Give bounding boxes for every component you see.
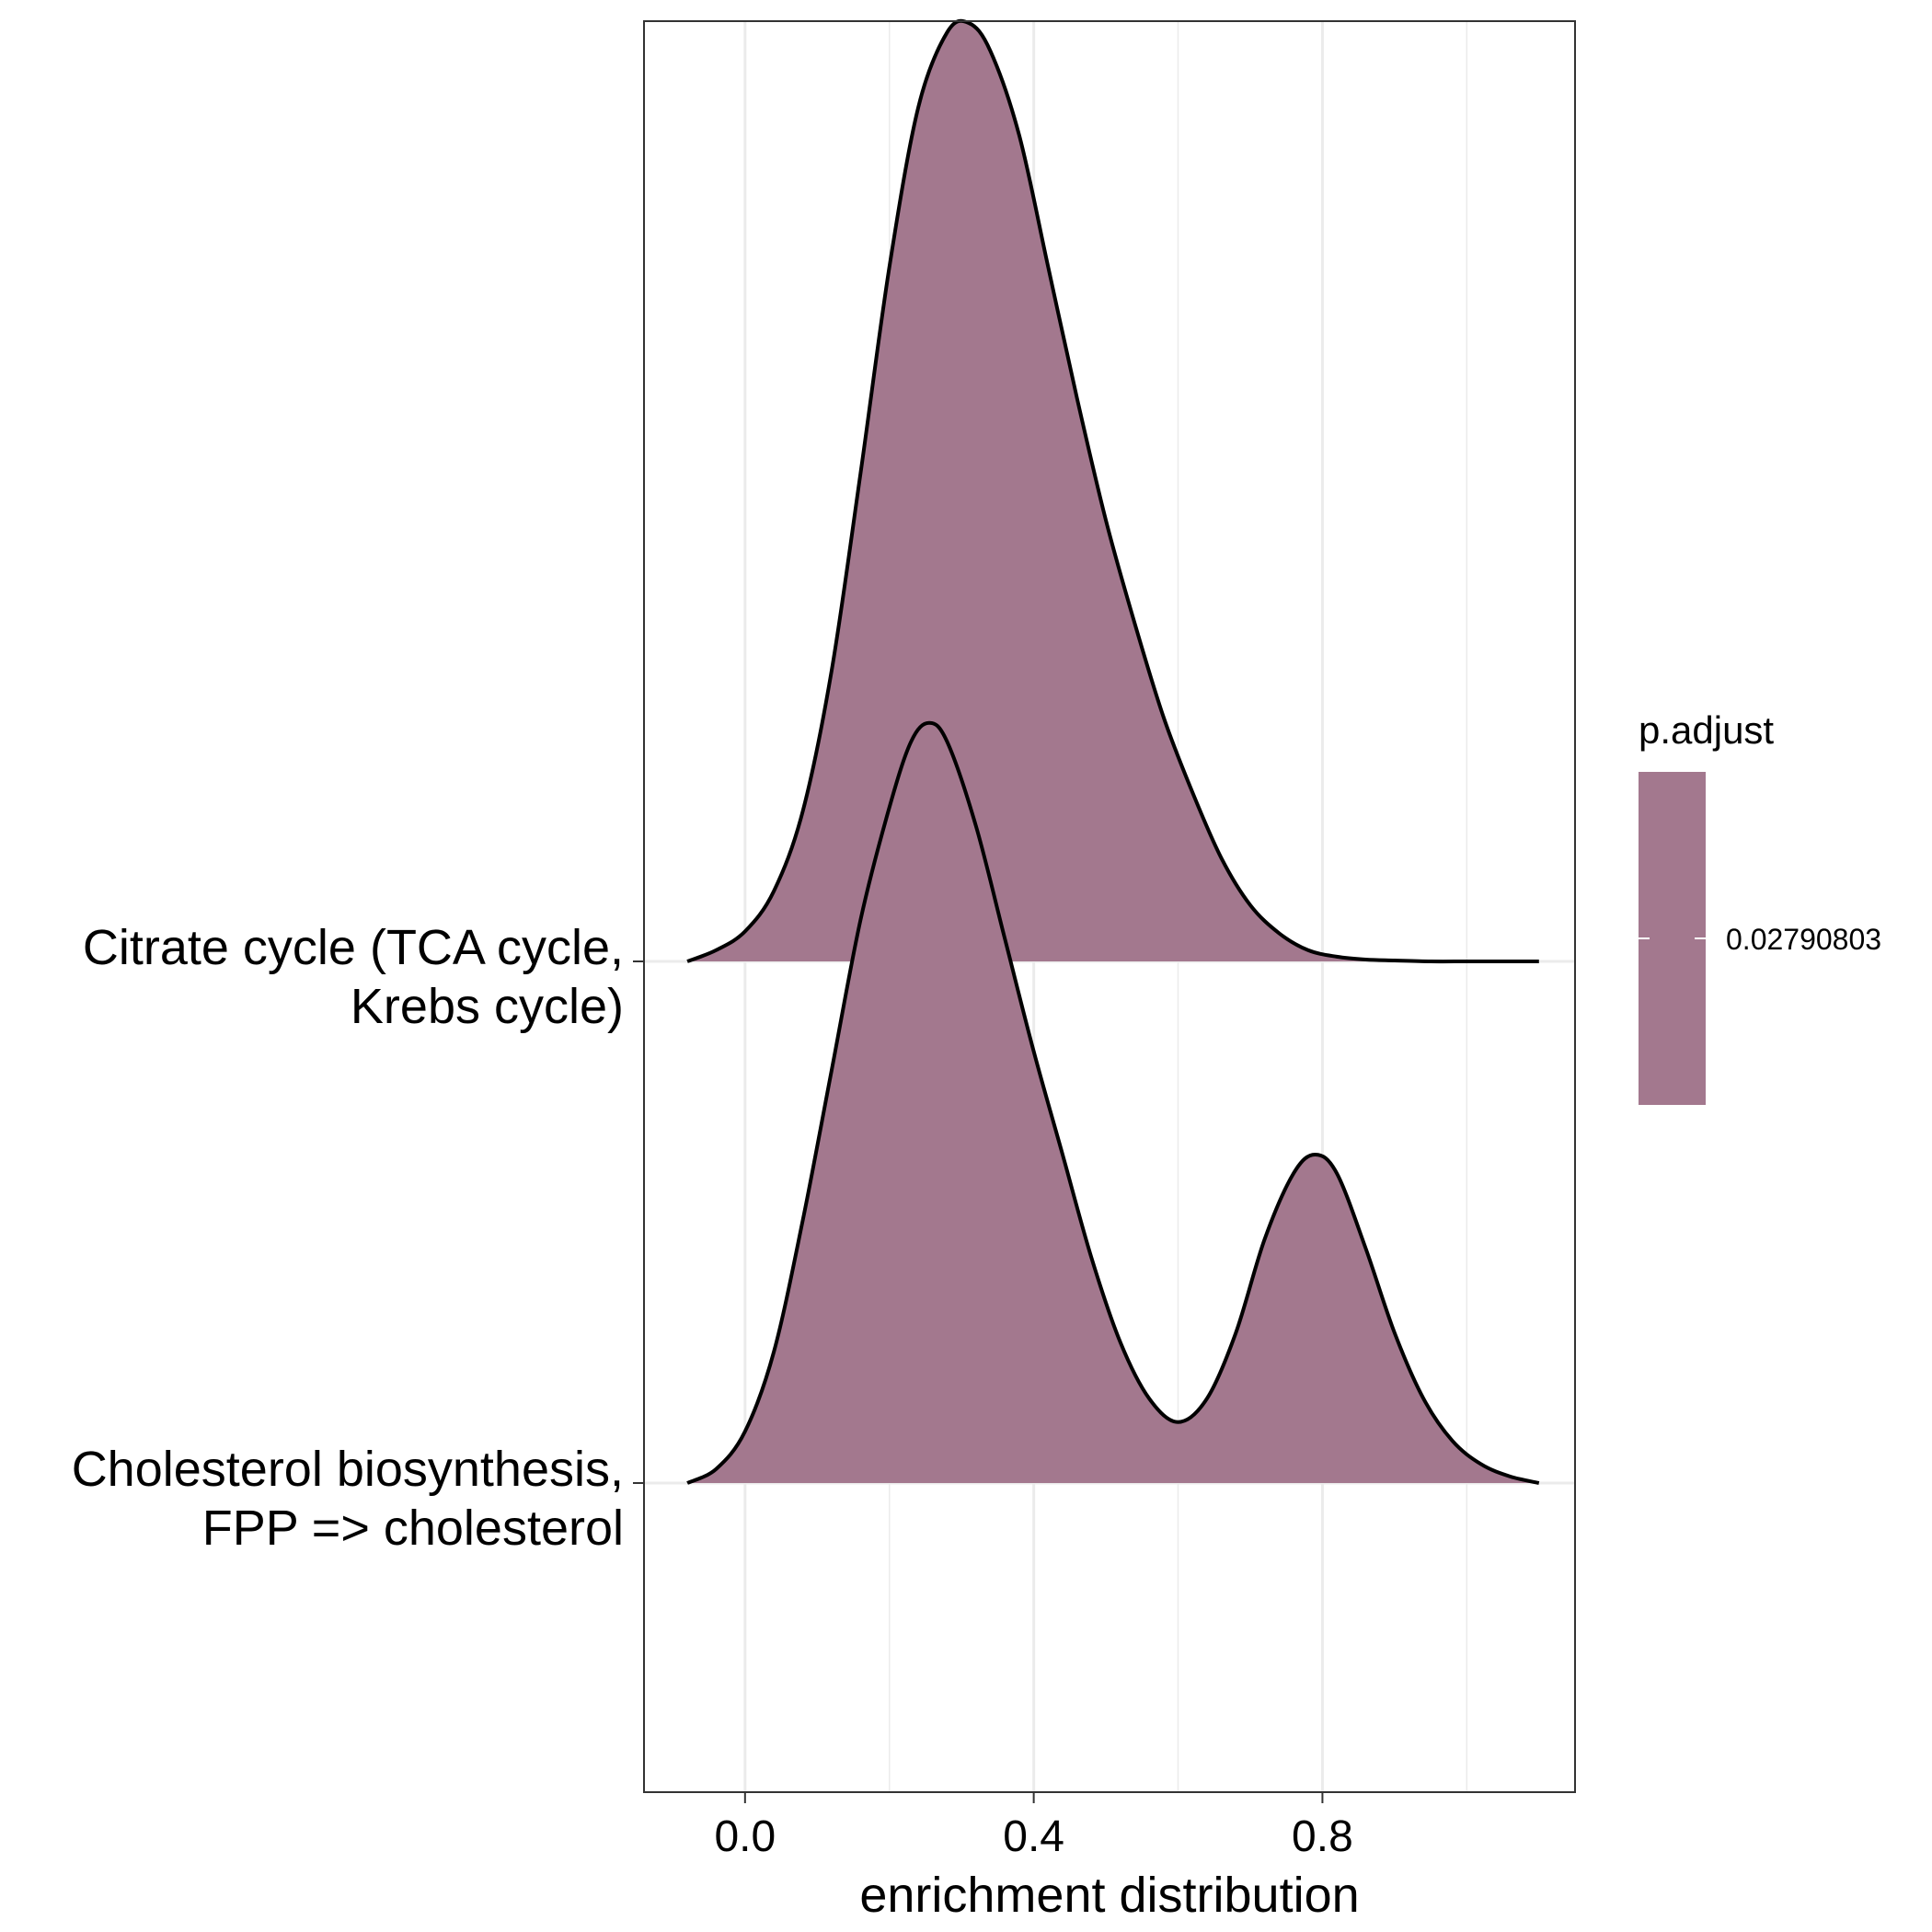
- legend: p.adjust 0.02790803: [1639, 708, 1881, 1105]
- ridges: [686, 18, 1540, 1485]
- x-tick-label: 0.0: [714, 1812, 776, 1861]
- ridge-fill-1: [687, 20, 1539, 962]
- x-axis-title: enrichment distribution: [859, 1868, 1359, 1923]
- y-axis-labels: Citrate cycle (TCA cycle,Krebs cycle) Cho…: [72, 920, 644, 1556]
- category-label: Cholesterol biosynthesis,: [72, 1442, 624, 1497]
- category-label: FPP => cholesterol: [202, 1501, 624, 1556]
- x-tick-label: 0.4: [1003, 1812, 1064, 1861]
- category-label: Krebs cycle): [351, 979, 624, 1034]
- legend-color-bar: [1639, 772, 1706, 1105]
- ridge-outline-1: [686, 18, 1539, 964]
- ridge-outline-2: [686, 720, 1540, 1485]
- category-label: Citrate cycle (TCA cycle,: [83, 920, 624, 975]
- legend-label: 0.02790803: [1726, 923, 1881, 956]
- ridge-fill-2: [687, 722, 1539, 1483]
- x-axis-ticks: 0.0 0.4 0.8: [714, 1792, 1353, 1861]
- x-tick-label: 0.8: [1292, 1812, 1353, 1861]
- legend-title: p.adjust: [1639, 708, 1774, 752]
- plot-border: [643, 20, 1576, 1793]
